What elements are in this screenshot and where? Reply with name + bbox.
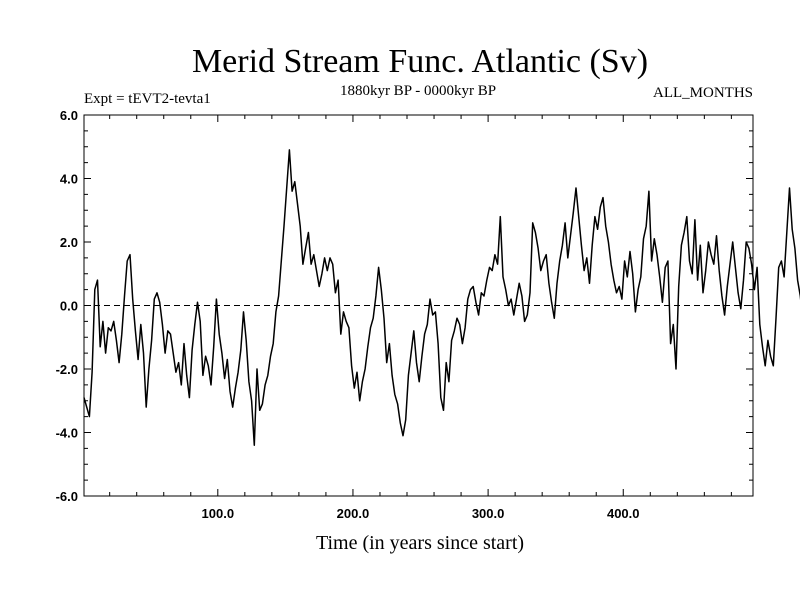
y-tick-label: 2.0 (60, 235, 78, 250)
y-tick-label: -2.0 (56, 362, 78, 377)
chart-title: Merid Stream Func. Atlantic (Sv) (192, 43, 648, 80)
y-tick-label: 0.0 (60, 299, 78, 314)
x-tick-label: 400.0 (607, 506, 640, 521)
series-line (83, 149, 800, 446)
x-axis-label: Time (in years since start) (316, 532, 524, 554)
months-label: ALL_MONTHS (653, 85, 753, 101)
x-tick-label: 300.0 (472, 506, 505, 521)
y-tick-label: -4.0 (56, 426, 78, 441)
y-tick-label: -6.0 (56, 489, 78, 504)
plot-area: 6.0 4.0 2.0 0.0 -2.0 -4.0 -6.0 100.0 200.0 300.0 4… (56, 108, 800, 521)
y-tick-label: 4.0 (60, 172, 78, 187)
y-tick-label: 6.0 (60, 108, 78, 123)
time-range-label: 1880kyr BP - 0000kyr BP (340, 83, 496, 99)
x-tick-label: 100.0 (202, 506, 235, 521)
x-tick-label: 200.0 (337, 506, 370, 521)
experiment-label: Expt = tEVT2-tevta1 (84, 91, 211, 107)
